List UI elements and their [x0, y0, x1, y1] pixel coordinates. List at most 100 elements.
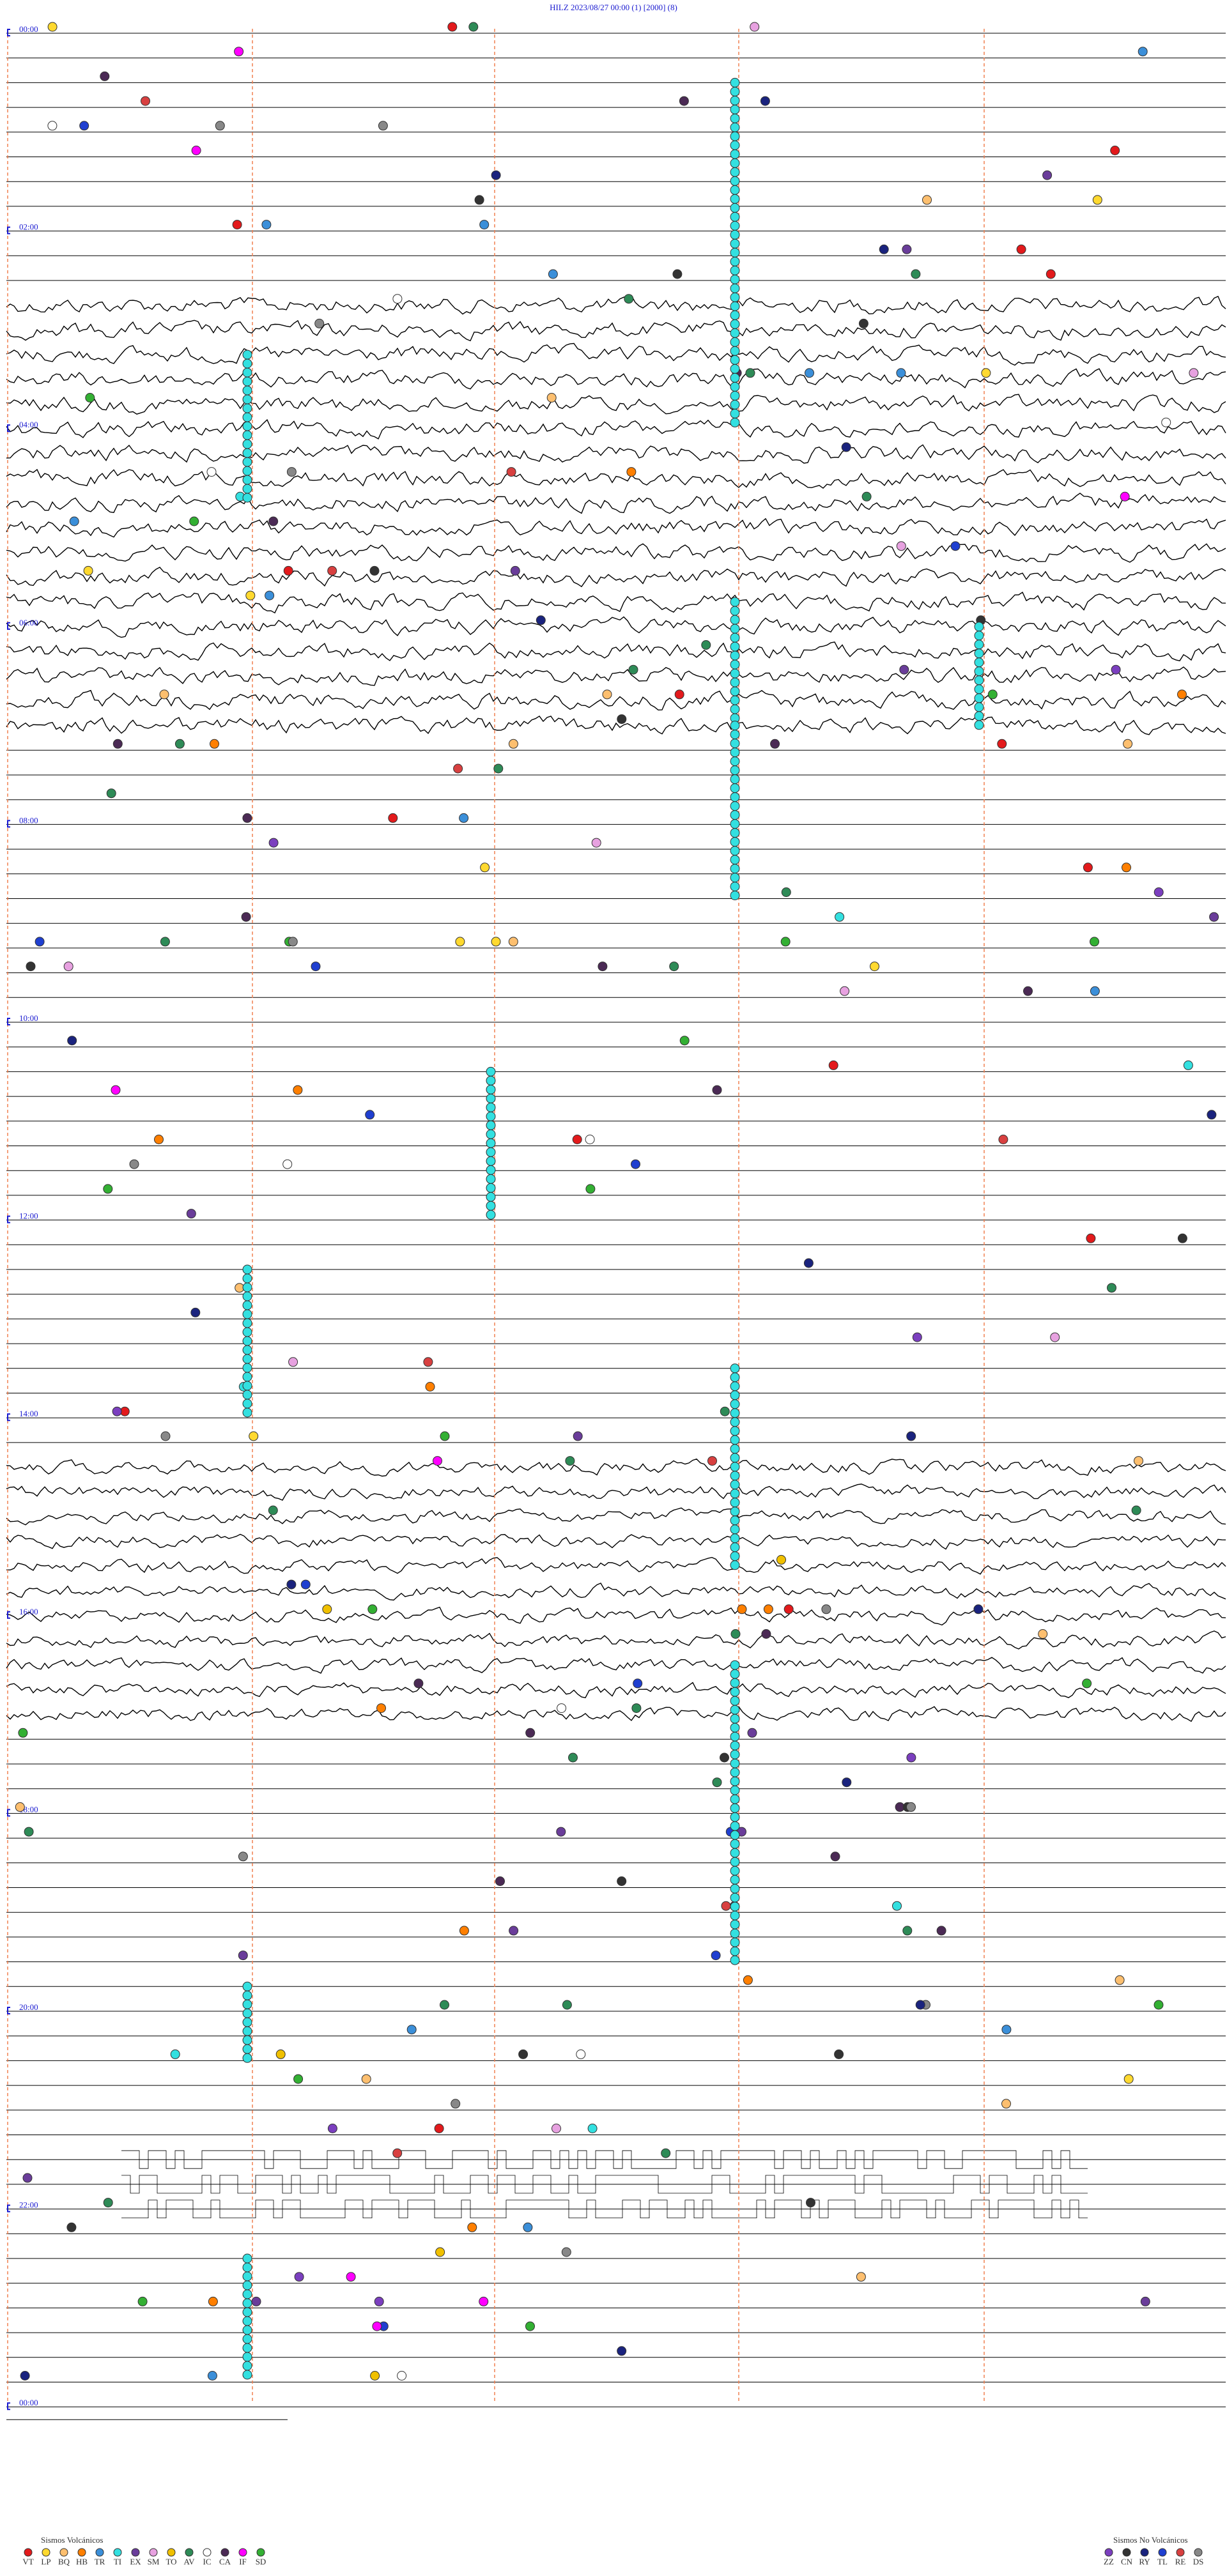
event-marker — [805, 368, 814, 378]
event-marker — [730, 819, 740, 829]
event-marker — [730, 1399, 740, 1409]
event-marker — [1086, 1233, 1096, 1243]
event-marker — [79, 121, 89, 131]
event-marker — [730, 319, 740, 329]
event-marker — [730, 837, 740, 847]
event-marker — [1090, 986, 1100, 996]
trace — [6, 394, 1226, 415]
hour-label: 04:00 — [19, 420, 38, 429]
event-marker — [242, 2280, 252, 2290]
event-marker — [486, 1129, 496, 1139]
trace — [6, 616, 1226, 638]
event-marker — [242, 367, 252, 378]
event-marker — [423, 1357, 433, 1367]
event-marker — [242, 439, 252, 449]
event-marker — [207, 2371, 217, 2380]
event-marker — [112, 1406, 122, 1416]
event-marker — [730, 739, 740, 749]
event-marker — [776, 1554, 786, 1565]
event-marker — [730, 220, 740, 231]
trace — [6, 1483, 1226, 1501]
event-marker — [1123, 739, 1133, 749]
event-marker — [510, 565, 520, 576]
event-marker — [730, 641, 740, 652]
event-marker — [486, 1183, 496, 1193]
event-marker — [242, 394, 252, 404]
event-marker — [730, 1551, 740, 1561]
event-marker — [546, 393, 557, 402]
event-marker — [1111, 664, 1121, 675]
event-marker — [242, 1318, 252, 1328]
event-marker — [242, 2008, 252, 2018]
event-marker — [760, 96, 770, 106]
event-marker — [587, 2124, 598, 2133]
event-marker — [730, 1372, 740, 1383]
legend-code: TO — [166, 2557, 176, 2566]
event-marker — [730, 1866, 740, 1876]
event-marker — [730, 624, 740, 634]
event-marker — [486, 1174, 496, 1184]
event-marker — [242, 2262, 252, 2273]
event-marker — [730, 801, 740, 811]
event-marker — [761, 1629, 771, 1639]
event-marker — [159, 689, 169, 700]
event-marker — [1209, 912, 1219, 922]
event-marker — [22, 2173, 33, 2183]
event-marker — [730, 390, 740, 401]
event-marker — [730, 747, 740, 758]
event-marker — [1138, 47, 1148, 57]
hour-bracket — [7, 424, 10, 433]
legend-code: BQ — [58, 2557, 70, 2566]
event-marker — [730, 364, 740, 374]
event-marker — [730, 1794, 740, 1804]
event-marker — [506, 467, 516, 477]
event-marker — [730, 1678, 740, 1688]
hour-bracket — [7, 226, 10, 234]
event-marker — [392, 294, 403, 304]
legend-code: LP — [41, 2557, 50, 2566]
event-marker — [745, 368, 755, 378]
event-marker — [974, 693, 984, 703]
event-marker — [327, 565, 337, 576]
event-marker — [730, 211, 740, 222]
event-marker — [234, 47, 244, 57]
trace — [6, 319, 1226, 342]
event-marker — [576, 2049, 586, 2059]
event-marker — [974, 648, 984, 659]
event-marker — [631, 1703, 642, 1713]
event-marker — [730, 1498, 740, 1508]
event-marker — [730, 1812, 740, 1822]
event-marker — [261, 220, 272, 230]
event-marker — [83, 565, 93, 576]
hour-label: 22:00 — [19, 2200, 38, 2210]
event-marker — [242, 484, 252, 494]
event-marker — [242, 2316, 252, 2326]
event-marker — [1001, 2025, 1012, 2035]
hour-bracket — [7, 1809, 10, 1817]
event-marker — [265, 590, 275, 601]
event-marker — [974, 720, 984, 730]
event-marker — [508, 739, 518, 749]
event-marker — [730, 1660, 740, 1670]
event-marker — [730, 1874, 740, 1885]
event-marker — [712, 1085, 722, 1095]
legend-swatch — [95, 2548, 104, 2557]
event-marker — [242, 376, 252, 387]
event-marker — [828, 1060, 838, 1070]
event-marker — [730, 1901, 740, 1912]
event-marker — [730, 1696, 740, 1706]
event-marker — [730, 149, 740, 159]
trace — [6, 468, 1226, 489]
event-marker — [242, 1264, 252, 1275]
legend-swatch — [238, 2548, 247, 2557]
event-marker — [730, 597, 740, 607]
event-marker — [242, 2253, 252, 2264]
event-marker — [974, 631, 984, 641]
event-marker — [268, 838, 279, 848]
events — [15, 22, 1219, 2380]
event-marker — [730, 203, 740, 213]
hour-bracket — [7, 2402, 10, 2411]
event-marker — [730, 1713, 740, 1724]
event-marker — [453, 763, 463, 774]
event-marker — [523, 2222, 533, 2232]
